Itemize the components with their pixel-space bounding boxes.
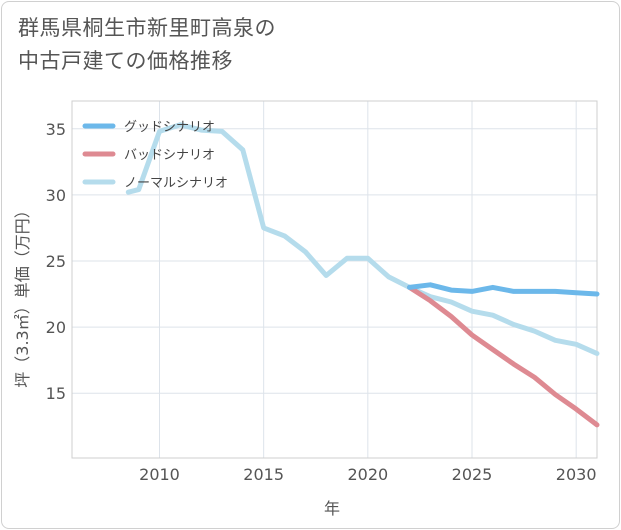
chart-title-line1: 群馬県桐生市新里町高泉の [18, 16, 276, 40]
y-tick-label: 30 [46, 186, 66, 205]
y-tick-label: 25 [46, 252, 66, 271]
x-tick-label: 2025 [452, 465, 493, 484]
plot-area-frame [71, 100, 598, 459]
chart-title-line2: 中古戸建ての価格推移 [18, 49, 233, 73]
x-tick-label: 2020 [347, 465, 388, 484]
legend-label: バッドシナリオ [124, 148, 215, 163]
series-line-1 [407, 282, 600, 297]
x-tick-label: 2015 [243, 465, 284, 484]
x-tick-label: 2030 [556, 465, 597, 484]
x-tick-labels: 2010 2015 2020 2025 2030 [139, 465, 596, 484]
x-tick-label: 2010 [139, 465, 180, 484]
legend-label: ノーマルシナリオ [124, 176, 228, 191]
chart-title: 群馬県桐生市新里町高泉の 中古戸建ての価格推移 [18, 12, 276, 78]
series-line-3 [125, 122, 600, 356]
y-axis-title: 坪（3.3㎡）単価（万円） [13, 202, 32, 387]
x-axis-title: 年 [324, 499, 340, 518]
grid-lines [72, 101, 597, 458]
y-tick-label: 15 [46, 384, 66, 403]
series-layer [125, 122, 600, 428]
y-tick-labels: 15 20 25 30 35 [46, 120, 66, 403]
legend-label: グッドシナリオ [124, 120, 215, 135]
y-tick-label: 20 [46, 318, 66, 337]
series-line-2 [407, 284, 600, 428]
y-tick-label: 35 [46, 120, 66, 139]
